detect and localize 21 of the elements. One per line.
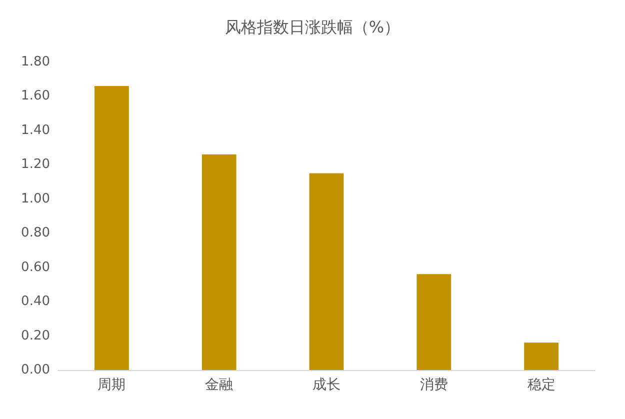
y-tick-label: 1.00 <box>21 191 50 206</box>
y-tick-label: 0.60 <box>21 260 50 275</box>
x-tick-label: 周期 <box>98 377 126 393</box>
y-tick-label: 0.40 <box>21 294 50 310</box>
chart-title: 风格指数日涨跌幅（%） <box>224 18 400 36</box>
y-tick-label: 0.20 <box>21 328 50 344</box>
y-tick-label: 1.20 <box>21 157 50 172</box>
bar <box>94 86 129 370</box>
y-tick-label: 0.80 <box>21 226 50 241</box>
bar <box>524 342 558 370</box>
y-tick-label: 1.40 <box>21 122 50 138</box>
y-tick-label: 1.80 <box>21 54 50 70</box>
bar <box>416 274 452 370</box>
y-tick-label: 0.00 <box>21 362 50 378</box>
bar <box>202 154 236 370</box>
y-tick-label: 1.60 <box>21 88 50 104</box>
x-tick-label: 成长 <box>312 377 340 393</box>
x-tick-label: 消费 <box>420 377 448 393</box>
x-tick-label: 稳定 <box>527 377 556 393</box>
bar <box>309 173 344 370</box>
x-tick-label: 金融 <box>205 377 234 393</box>
